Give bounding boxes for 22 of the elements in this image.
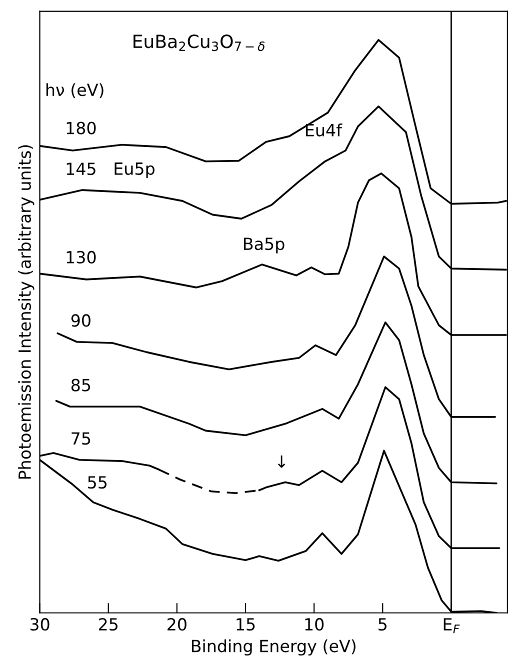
x-tick-label: E$_{F}$ [444,618,460,634]
series-label: 180 [66,122,96,134]
y-axis-title: Photoemission Intensity (arbitrary units) [18,145,34,479]
annotation: Eu4f [306,124,342,136]
annotation: hν (eV) [46,83,104,98]
series-label: 55 [88,476,107,489]
x-tick-label: 15 [236,618,255,631]
series-label: 75 [72,432,90,445]
x-tick-label: 25 [98,618,118,631]
series-label: 85 [71,378,90,392]
series-label: 130 [66,250,96,264]
annotation: Eu5p [114,162,154,178]
chart-title: EuBa$_{2}$Cu$_{3}$O$_{7−δ}$ [134,34,265,52]
x-axis-title: Binding Energy (eV) [192,639,356,656]
series-label: 90 [71,314,90,327]
x-tick-label: 20 [168,618,186,631]
x-tick-label: 5 [378,618,386,631]
annotation: ↓ [278,456,286,468]
x-tick-label: 30 [30,618,50,631]
x-tick-label: 10 [305,618,324,631]
annotation: Ba5p [244,238,284,254]
series-label: 145 [66,162,96,176]
